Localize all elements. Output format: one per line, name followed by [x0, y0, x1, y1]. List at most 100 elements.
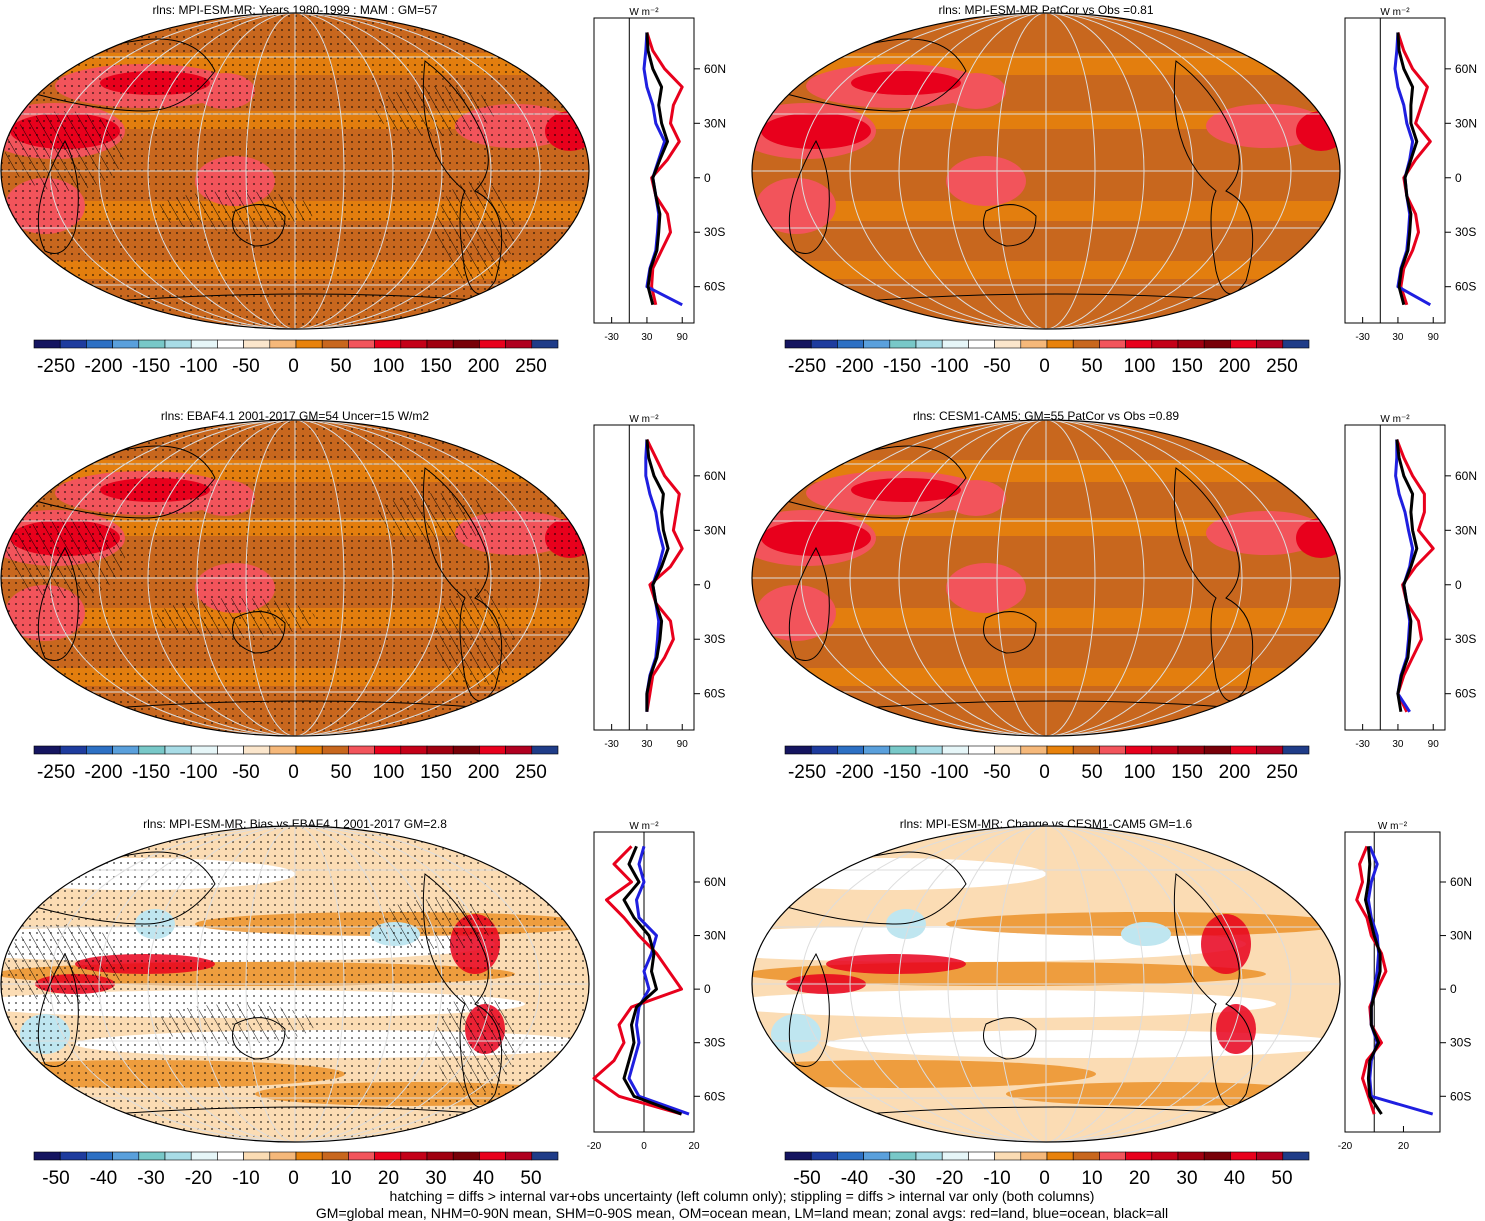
zonal-series-all: [622, 845, 683, 1116]
lat-label: 60S: [704, 280, 725, 294]
colorbar-swatch: [374, 339, 402, 349]
zonal-unit: W m⁻²: [629, 821, 659, 832]
hatching: [435, 181, 515, 281]
coastline: [422, 467, 503, 702]
zonal-series-all: [645, 439, 670, 712]
colorbar-label: 200: [468, 762, 500, 783]
colorbar-swatch: [479, 339, 506, 349]
land-hot-patch: [851, 478, 961, 502]
colorbar-swatch: [837, 745, 864, 755]
colorbar-5: -50 -40 -30 -20 -10 0 10 20 30 40 50: [33, 1151, 559, 1189]
colorbar-label: 200: [1219, 356, 1251, 377]
x-tick-label: 90: [1428, 332, 1440, 343]
colorbar-swatch: [348, 1151, 375, 1161]
colorbar-3: -250 -200 -150 -100 -50 0 50 100 150 200 250: [33, 745, 559, 783]
colorbar-swatch: [915, 339, 943, 349]
colorbar-swatch: [1072, 745, 1100, 755]
colorbar-swatch: [321, 339, 349, 349]
zonal-frame: [593, 424, 695, 731]
zonal-series-land: [645, 32, 684, 306]
diff-hot-patch: [1216, 1004, 1256, 1054]
zonal-series-land: [1396, 32, 1432, 306]
colorbar-swatch: [190, 745, 218, 755]
coastline: [1173, 873, 1254, 1108]
colorbar-swatch: [1099, 339, 1126, 349]
lat-label: 60S: [1450, 1089, 1471, 1103]
map-2: [751, 12, 1341, 330]
land-patch: [756, 585, 836, 641]
colorbar-swatch: [217, 1151, 244, 1161]
colorbar-swatch: [863, 745, 891, 755]
map-outline: [751, 12, 1341, 330]
lat-label: 60S: [704, 687, 725, 701]
colorbar-label: -150: [883, 762, 921, 783]
panel-2: rlns: MPI-ESM-MR PatCor vs Obs =0.81 W m…: [751, 3, 1477, 377]
lat-label: 30N: [704, 116, 726, 130]
colorbar-swatch: [505, 1151, 533, 1161]
colorbar-label: -50: [232, 762, 259, 783]
coastline: [422, 873, 503, 1108]
colorbar-swatch: [33, 1151, 61, 1161]
map-outline: [751, 825, 1341, 1143]
x-tick-label: 90: [1428, 739, 1440, 750]
colorbar-swatch: [321, 1151, 349, 1161]
panel-title: rlns: MPI-ESM-MR: Change vs CESM1-CAM5 G…: [900, 817, 1193, 831]
land-patch: [756, 178, 836, 234]
panel-5: rlns: MPI-ESM-MR: Bias vs EBAF4.1 2001-2…: [0, 817, 726, 1189]
colorbar-label: 0: [288, 356, 299, 377]
colorbar-swatch: [968, 339, 995, 349]
colorbar-swatch: [1046, 1151, 1074, 1161]
hatching: [5, 518, 125, 598]
colorbar-swatch: [505, 339, 533, 349]
colorbar-label: 250: [515, 356, 547, 377]
lat-label: 30S: [704, 1036, 725, 1050]
colorbar-swatch: [994, 339, 1022, 349]
colorbar-swatch: [810, 745, 838, 755]
colorbar-swatch: [426, 339, 454, 349]
colorbar-label: 250: [1266, 762, 1298, 783]
zonal-unit: W m⁻²: [1378, 821, 1408, 832]
colorbar-swatch: [889, 339, 917, 349]
lat-label: 0: [704, 171, 711, 185]
x-tick-label: 30: [1392, 739, 1404, 750]
colorbar-label: -50: [42, 1168, 69, 1189]
colorbar-label: -250: [37, 356, 75, 377]
zonal-series-land: [1395, 438, 1435, 713]
colorbar-swatch: [243, 745, 271, 755]
colorbar-label: -200: [84, 356, 122, 377]
colorbar-swatch: [348, 339, 375, 349]
colorbar-swatch: [112, 1151, 140, 1161]
lat-label: 30S: [704, 632, 725, 646]
colorbar-swatch: [86, 339, 113, 349]
panel-title: rlns: MPI-ESM-MR PatCor vs Obs =0.81: [938, 3, 1153, 17]
zonal-5: W m⁻² 60N 30N 0 30S 60S -20 0 20: [587, 821, 726, 1152]
colorbar-6: -50 -40 -30 -20 -10 0 10 20 30 40 50: [784, 1151, 1310, 1189]
colorbar-swatch: [1230, 339, 1257, 349]
colorbar-swatch: [59, 745, 87, 755]
map-field: [752, 420, 1340, 736]
zonal-series-all: [1364, 846, 1383, 1115]
zonal-frame: [1344, 831, 1441, 1133]
colorbar-label: -100: [930, 356, 968, 377]
hatching: [435, 588, 515, 688]
colorbar-swatch: [1046, 339, 1074, 349]
land-hot-patch: [761, 520, 871, 556]
zonal-6: W m⁻² 60N 30N 0 30S 60S -20 20: [1338, 821, 1472, 1152]
lat-label: 30S: [1455, 225, 1476, 239]
colorbar-swatch: [531, 1151, 559, 1161]
colorbar-swatch: [1177, 1151, 1205, 1161]
colorbar-label: 100: [1124, 762, 1156, 783]
colorbar-swatch: [1230, 1151, 1257, 1161]
panel-6: rlns: MPI-ESM-MR: Change vs CESM1-CAM5 G…: [751, 817, 1472, 1189]
land-hot-patch: [761, 113, 871, 149]
colorbar-swatch: [863, 339, 891, 349]
colorbar-label: 50: [330, 356, 351, 377]
colorbar-label: 0: [1039, 356, 1050, 377]
colorbar-label: -50: [983, 356, 1010, 377]
colorbar-swatch: [295, 745, 323, 755]
x-tick-label: 90: [677, 739, 689, 750]
colorbar-label: -40: [841, 1168, 868, 1189]
colorbar-swatch: [915, 745, 943, 755]
colorbar-swatch: [941, 1151, 969, 1161]
